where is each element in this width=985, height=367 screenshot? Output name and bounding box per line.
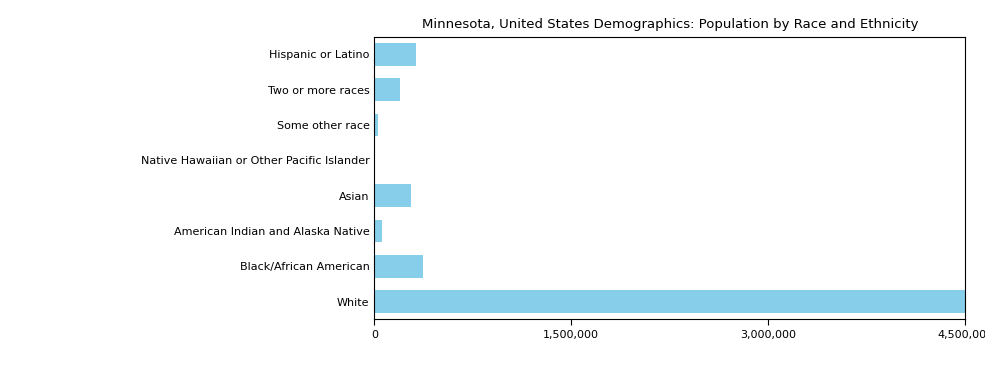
Bar	[374, 113, 378, 137]
Bar	[374, 43, 417, 66]
Bar	[374, 78, 400, 101]
Bar	[374, 184, 411, 207]
Bar	[374, 290, 969, 313]
Bar	[374, 255, 423, 278]
Title: Minnesota, United States Demographics: Population by Race and Ethnicity: Minnesota, United States Demographics: P…	[422, 18, 918, 31]
Bar	[374, 219, 382, 243]
Bar	[374, 149, 375, 172]
